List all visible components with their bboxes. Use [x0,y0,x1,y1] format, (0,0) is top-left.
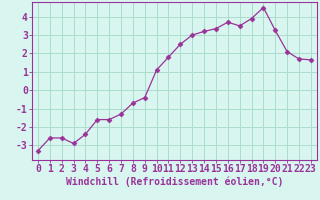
X-axis label: Windchill (Refroidissement éolien,°C): Windchill (Refroidissement éolien,°C) [66,177,283,187]
